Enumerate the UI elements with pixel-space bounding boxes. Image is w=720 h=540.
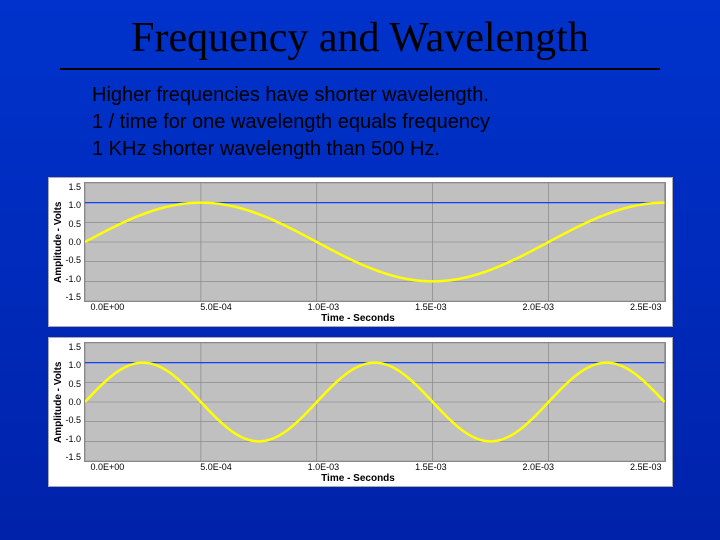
chart-bottom: Amplitude - Volts 1.51.00.50.0-0.5-1.0-1… <box>48 337 673 487</box>
x-axis-ticks: 0.0E+005.0E-041.0E-031.5E-032.0E-032.5E-… <box>51 302 666 312</box>
y-axis-ticks: 1.51.00.50.0-0.5-1.0-1.5 <box>66 182 85 302</box>
slide: Frequency and Wavelength Higher frequenc… <box>0 0 720 540</box>
x-axis-label: Time - Seconds <box>51 473 666 484</box>
y-axis-ticks: 1.51.00.50.0-0.5-1.0-1.5 <box>66 342 85 462</box>
y-axis-label: Amplitude - Volts <box>51 182 66 302</box>
bullet-item: 1 / time for one wavelength equals frequ… <box>92 109 680 136</box>
chart-top: Amplitude - Volts 1.51.00.50.0-0.5-1.0-1… <box>48 177 673 327</box>
title-underline <box>60 68 660 70</box>
bullet-item: 1 KHz shorter wavelength than 500 Hz. <box>92 136 680 163</box>
x-axis-label: Time - Seconds <box>51 313 666 324</box>
x-axis-ticks: 0.0E+005.0E-041.0E-031.5E-032.0E-032.5E-… <box>51 462 666 472</box>
plot-area <box>84 182 665 302</box>
bullet-item: Higher frequencies have shorter waveleng… <box>92 82 680 109</box>
plot-area <box>84 342 665 462</box>
y-axis-label: Amplitude - Volts <box>51 342 66 462</box>
bullet-list: Higher frequencies have shorter waveleng… <box>0 82 720 163</box>
slide-title: Frequency and Wavelength <box>0 0 720 68</box>
